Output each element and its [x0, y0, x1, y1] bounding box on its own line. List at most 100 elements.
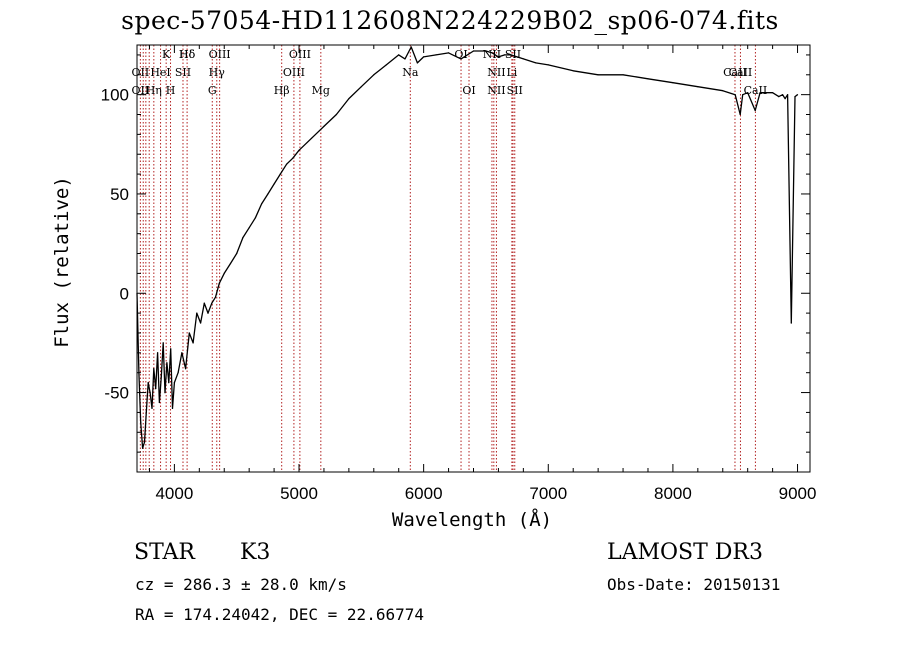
data-point [160, 376, 162, 378]
data-point [158, 401, 160, 404]
data-point [203, 302, 205, 304]
y-axis-label: Flux (relative) [51, 176, 73, 348]
data-point [547, 64, 549, 66]
x-tick-label-0: 4000 [155, 484, 193, 503]
data-point [572, 70, 574, 72]
data-point [242, 237, 244, 239]
data-point [385, 64, 387, 66]
line-label-1: K [162, 48, 171, 61]
line-label-9: HeI [150, 66, 170, 79]
line-label-17: CaII [729, 66, 753, 79]
line-label-8: OII [132, 66, 150, 79]
data-point [166, 362, 168, 364]
data-point [223, 272, 225, 274]
redshift-cz: cz = 286.3 ± 28.0 km/s [135, 575, 347, 594]
data-point [754, 109, 756, 112]
object-class: STAR [134, 540, 195, 565]
y-tick-label-3: 100 [101, 86, 129, 105]
data-point [181, 352, 183, 354]
line-label-2: Hδ [179, 48, 196, 61]
plot-frame [136, 44, 811, 473]
data-point [164, 392, 166, 394]
data-point [196, 312, 198, 314]
data-point [416, 62, 418, 64]
data-point [292, 157, 294, 159]
data-point [143, 441, 146, 443]
line-label-18: OII [132, 84, 150, 97]
data-point [236, 252, 238, 255]
spectral-line-markers [139, 45, 756, 472]
data-point [200, 322, 202, 324]
data-point [155, 388, 157, 390]
line-label-27: CaII [744, 84, 768, 97]
data-point [310, 137, 313, 139]
data-point [229, 262, 232, 265]
data-point [510, 54, 512, 56]
x-tick-label-2: 6000 [405, 484, 443, 503]
data-point [151, 407, 153, 409]
data-point [185, 368, 187, 370]
data-point [784, 98, 786, 100]
line-label-20: H [166, 84, 176, 97]
data-point [472, 50, 475, 52]
data-point [597, 74, 599, 76]
flux-series-layer [136, 46, 799, 449]
data-point [188, 332, 190, 334]
data-point [192, 342, 194, 344]
data-point [747, 92, 749, 94]
data-point [697, 86, 699, 88]
data-point [140, 421, 142, 423]
data-point [218, 282, 220, 284]
line-label-16: CaII [723, 66, 747, 79]
x-tick-label-5: 9000 [779, 484, 817, 503]
data-point [267, 193, 269, 195]
data-point [796, 94, 799, 96]
series-flux [136, 46, 798, 449]
line-label-0: Hδ [179, 48, 196, 61]
line-label-10: SII [175, 66, 191, 79]
axes-layer: 4000 5000 6000 7000 8000 9000 -50 0 50 100 [101, 45, 817, 503]
line-label-14: NII [487, 66, 505, 79]
y-tick-label-0: -50 [104, 384, 129, 403]
data-point [398, 54, 400, 56]
data-point [485, 50, 487, 52]
data-point [323, 125, 325, 127]
data-point [177, 372, 179, 374]
data-point [759, 92, 761, 94]
line-label-22: Hβ [274, 84, 290, 97]
data-point [778, 96, 780, 98]
y-tick-label-1: 0 [120, 284, 129, 303]
data-point [360, 86, 362, 88]
data-point [522, 58, 525, 60]
data-point [279, 173, 281, 175]
data-point [157, 352, 159, 354]
data-point [171, 407, 174, 409]
x-tick-label-3: 7000 [529, 484, 567, 503]
data-point [448, 52, 450, 54]
data-point [273, 183, 275, 185]
line-label-4: OIII [289, 48, 311, 61]
data-point [145, 411, 147, 413]
data-point [211, 302, 213, 304]
data-point [254, 217, 256, 219]
data-point [423, 56, 425, 58]
data-point [170, 348, 172, 350]
data-point [286, 163, 288, 165]
survey-name: LAMOST DR3 [607, 540, 763, 565]
line-label-19: Hη [146, 84, 162, 97]
data-point [168, 382, 170, 384]
data-point [404, 58, 406, 60]
data-point [435, 54, 437, 56]
line-label-15: Li [506, 66, 517, 79]
line-label-12: OIII [283, 66, 305, 79]
data-point [348, 98, 350, 100]
data-point [790, 322, 792, 324]
data-point [373, 74, 375, 76]
line-label-23: Mg [312, 84, 330, 97]
data-point [722, 90, 724, 92]
x-tick-label-4: 8000 [654, 484, 692, 503]
data-point [787, 94, 789, 96]
line-label-25: NII [487, 84, 505, 97]
